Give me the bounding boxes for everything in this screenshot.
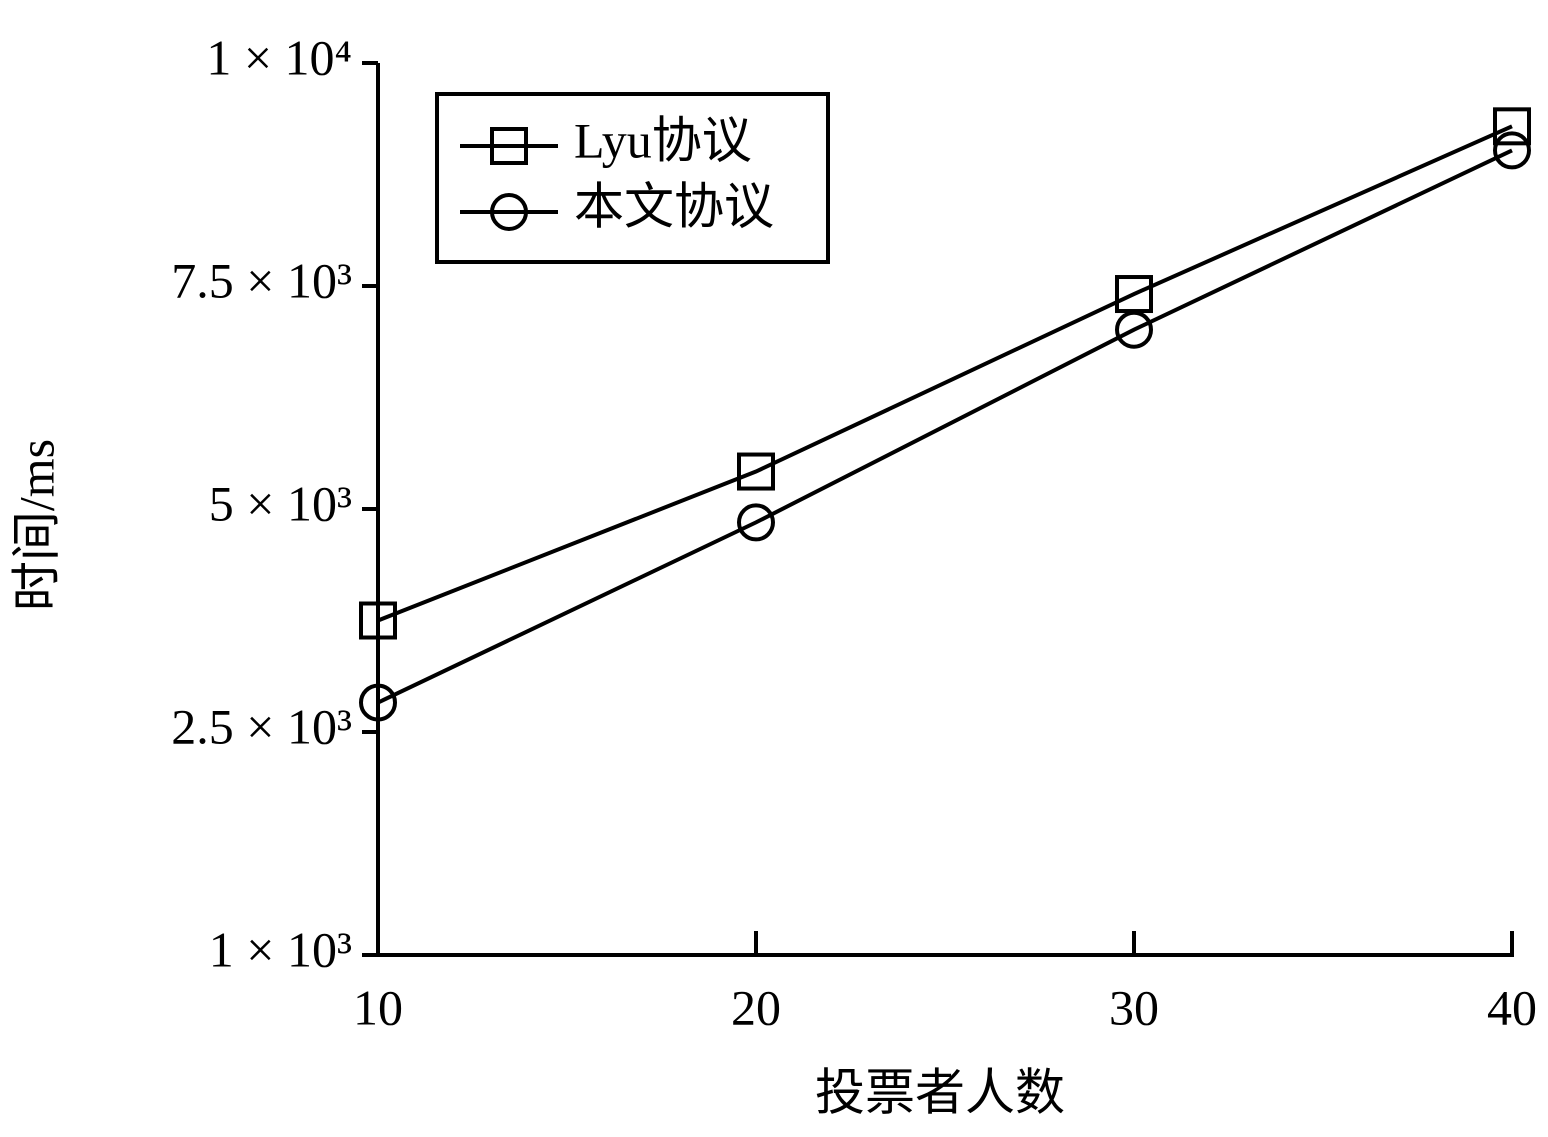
- y-axis-label: 时间/ms: [8, 439, 64, 611]
- data-point: [1115, 310, 1153, 349]
- x-axis-label: 投票者人数: [815, 1064, 1065, 1120]
- legend-marker: [490, 193, 528, 231]
- data-point: [359, 601, 397, 640]
- data-point: [1493, 131, 1531, 170]
- y-tick-label: 1 × 10⁴: [206, 29, 352, 85]
- series-line: [377, 124, 1513, 623]
- y-tick-label: 2.5 × 10³: [171, 698, 352, 754]
- y-tick-label: 5 × 10³: [209, 475, 352, 531]
- x-tick-label: 20: [731, 979, 781, 1035]
- y-tick-label: 1 × 10³: [209, 921, 352, 977]
- x-tick-label: 30: [1109, 979, 1159, 1035]
- data-point: [359, 683, 397, 722]
- legend-label: Lyu协议: [574, 112, 752, 168]
- series-line: [377, 148, 1513, 705]
- legend-box: [435, 92, 830, 264]
- x-tick-label: 10: [353, 979, 403, 1035]
- legend-marker: [490, 127, 528, 165]
- data-point: [1493, 107, 1531, 146]
- data-point: [737, 503, 775, 542]
- legend-label: 本文协议: [574, 178, 774, 234]
- x-tick-label: 40: [1487, 979, 1537, 1035]
- y-tick-label: 7.5 × 10³: [171, 252, 352, 308]
- data-point: [737, 452, 775, 491]
